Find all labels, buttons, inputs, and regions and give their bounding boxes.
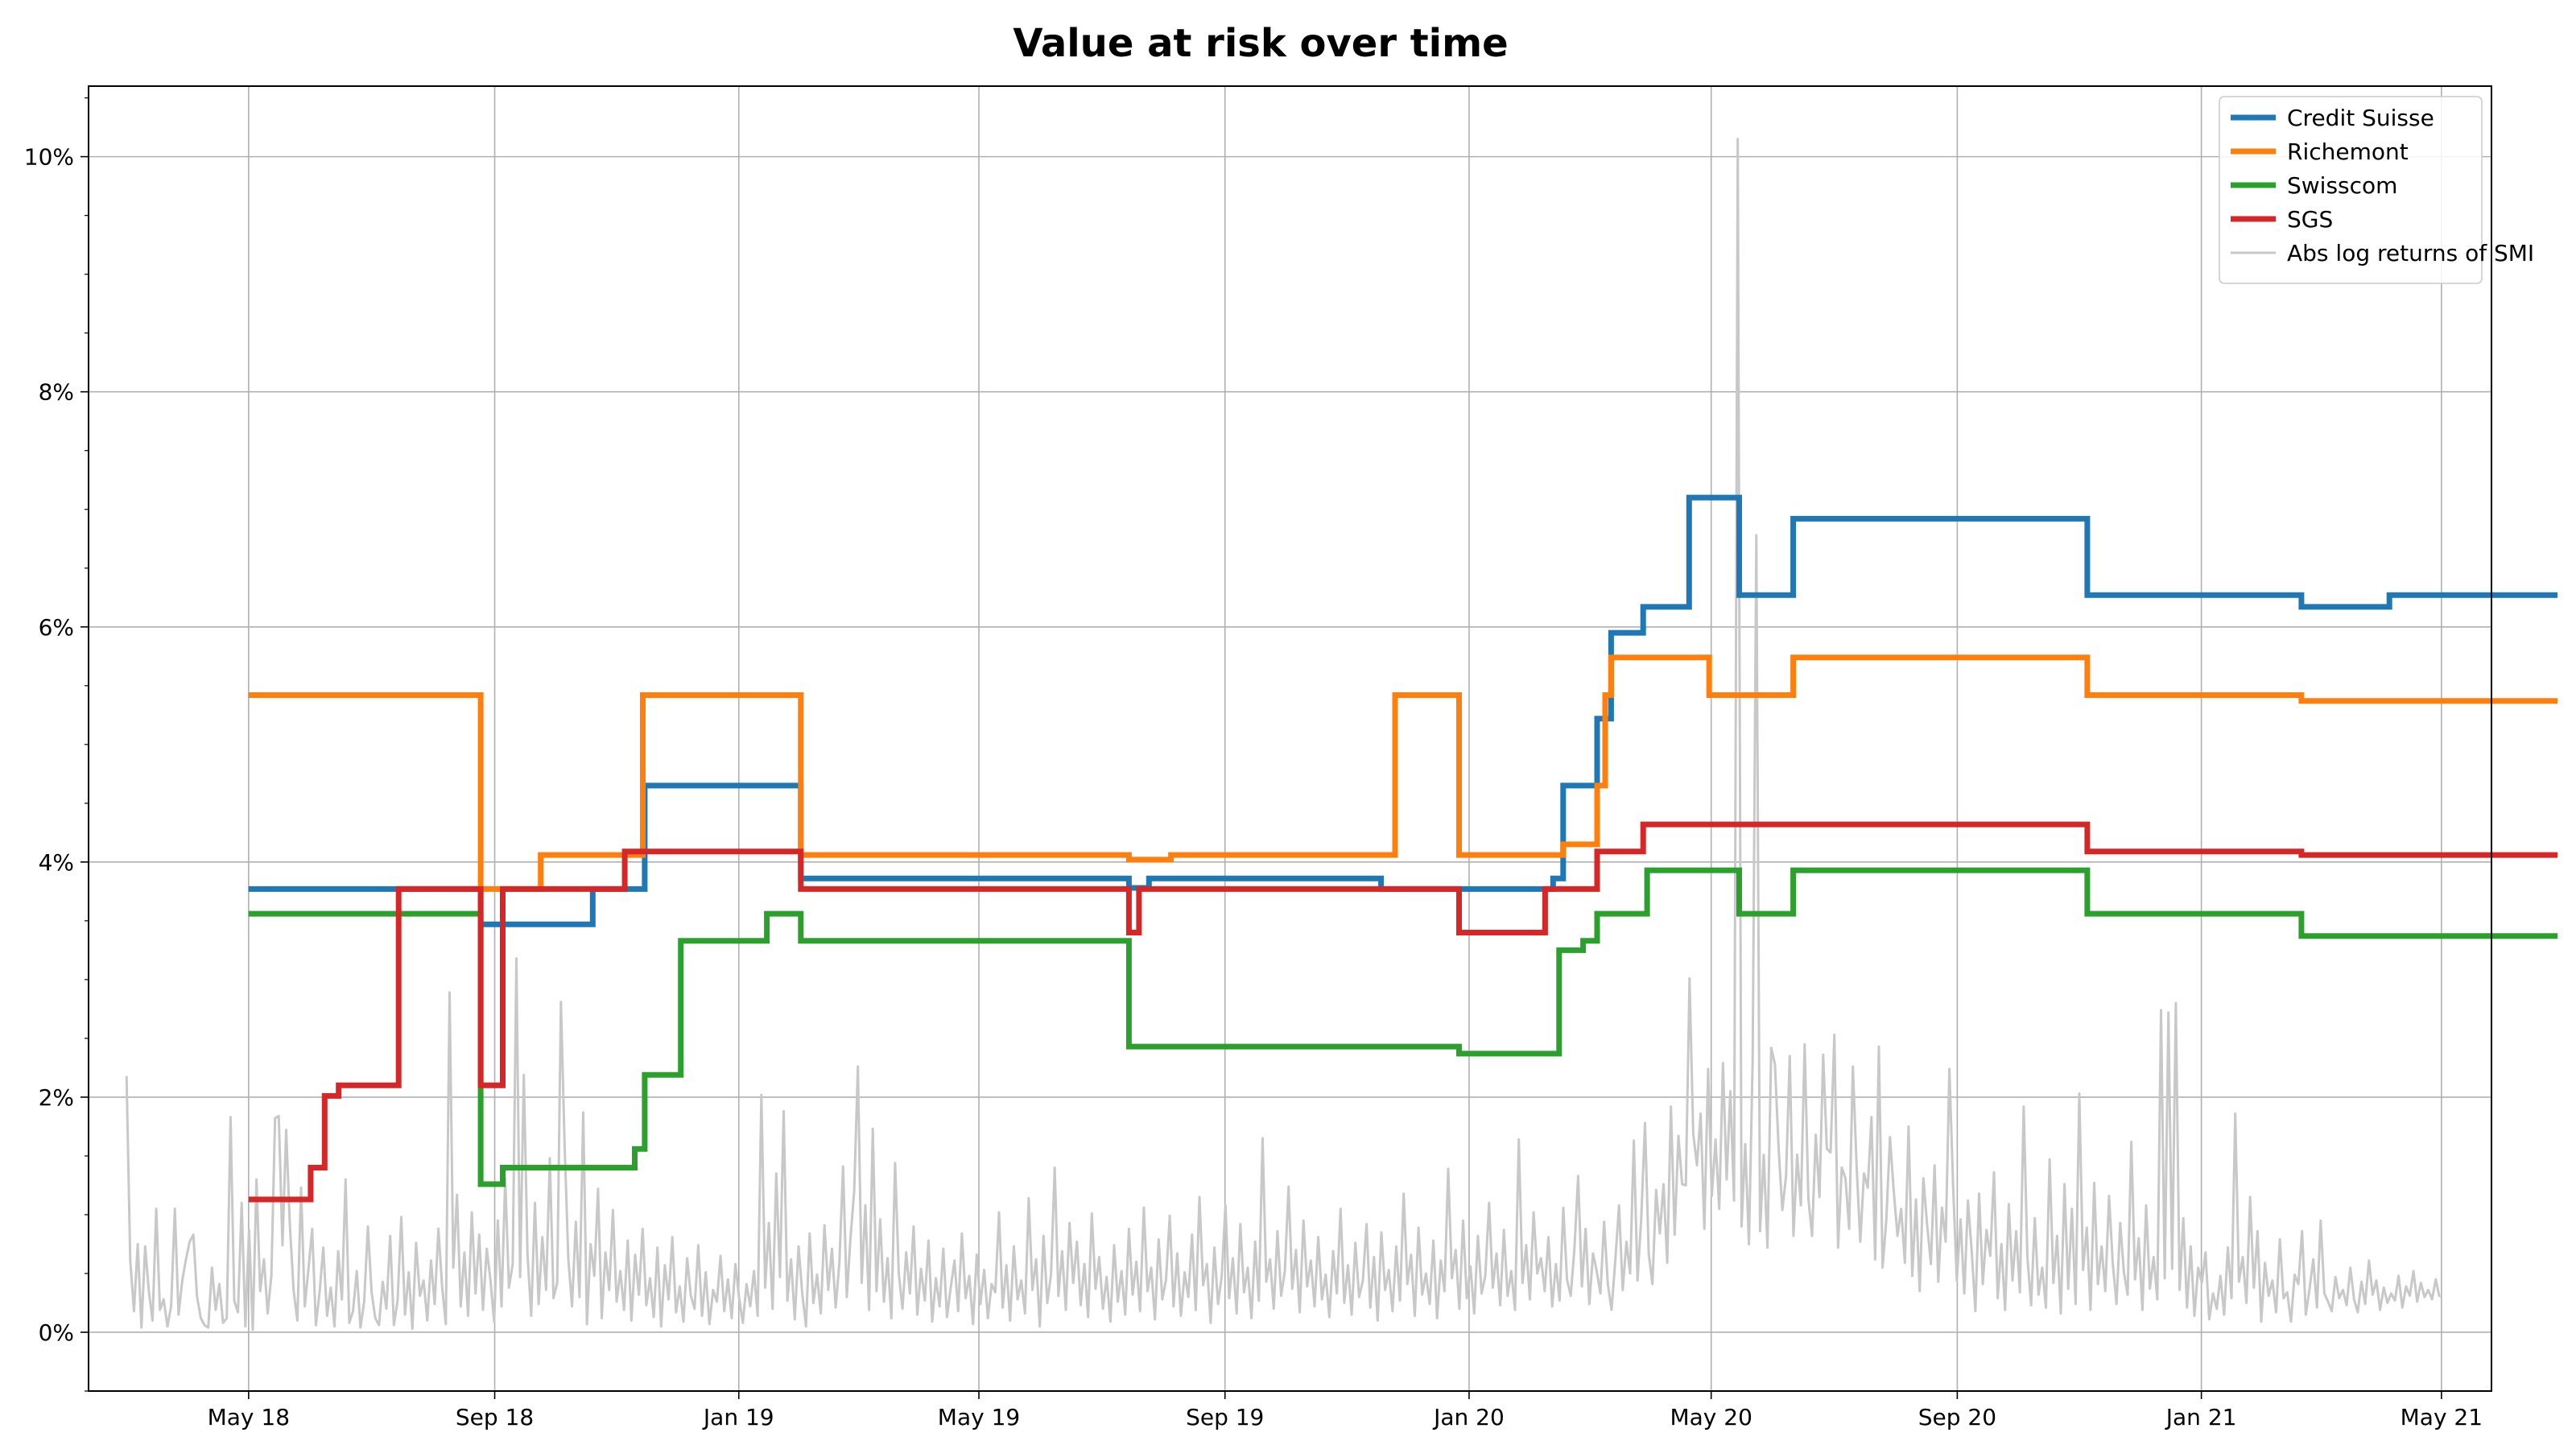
y-tick-label: 0% [39, 1319, 74, 1346]
series-line-4 [125, 138, 2441, 1331]
legend-label: Richemont [2287, 138, 2409, 165]
legend: Credit Suisse Richemont Swisscom SGS Abs log… [2219, 96, 2534, 284]
y-axis: 0% 2% 4% 6% 8% 10% [24, 97, 89, 1392]
series-line-0 [248, 494, 2557, 927]
x-tick-label: Sep 20 [1918, 1404, 1996, 1430]
y-tick-label: 6% [39, 614, 74, 641]
series-line-2 [248, 867, 2557, 1187]
x-tick-label: Sep 18 [456, 1404, 534, 1430]
series-line-3 [248, 821, 2557, 1203]
legend-label: Swisscom [2287, 172, 2397, 199]
series-line-1 [248, 654, 2557, 892]
legend-label: Abs log returns of SMI [2287, 240, 2534, 266]
x-tick-label: May 19 [938, 1404, 1020, 1430]
legend-label: Credit Suisse [2287, 105, 2434, 131]
x-tick-label: May 20 [1670, 1404, 1752, 1430]
legend-frame [2219, 96, 2483, 284]
plot-area [89, 86, 2491, 1391]
x-tick-label: May 18 [208, 1404, 290, 1430]
chart-title: Value at risk over time [1013, 21, 1508, 66]
x-tick-label: Jan 20 [1432, 1404, 1505, 1430]
series-layer [125, 138, 2557, 1331]
plot-frame [88, 85, 2492, 1392]
y-tick-label: 8% [39, 379, 74, 406]
grid [89, 86, 2491, 1391]
x-axis: May 18 Sep 18 Jan 19 May 19 Sep 19 Jan 20 May … [208, 1391, 2483, 1430]
x-tick-label: Sep 19 [1186, 1404, 1264, 1430]
legend-label: SGS [2287, 206, 2333, 233]
y-tick-label: 10% [24, 144, 74, 171]
y-tick-label: 4% [39, 849, 74, 876]
x-tick-label: Jan 21 [2165, 1404, 2237, 1430]
x-tick-label: Jan 19 [702, 1404, 774, 1430]
x-tick-label: May 21 [2401, 1404, 2483, 1430]
y-tick-label: 2% [39, 1084, 74, 1111]
